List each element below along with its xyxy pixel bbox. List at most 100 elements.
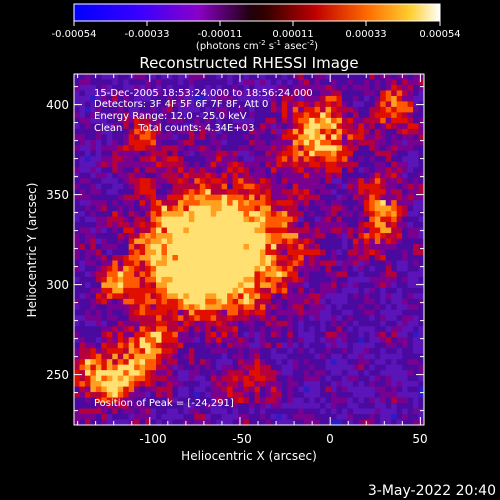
heatmap-cell — [309, 271, 316, 278]
heatmap-cell — [166, 359, 173, 366]
heatmap-cell — [385, 370, 392, 377]
heatmap-cell — [385, 145, 392, 152]
heatmap-cell — [134, 293, 141, 300]
heatmap-cell — [221, 408, 228, 415]
heatmap-cell — [287, 128, 294, 135]
heatmap-cell — [391, 397, 398, 404]
heatmap-cell — [374, 403, 381, 409]
heatmap-cell — [177, 79, 184, 86]
heatmap-cell — [95, 359, 102, 366]
heatmap-cell — [298, 79, 305, 86]
heatmap-cell — [314, 183, 321, 190]
heatmap-cell — [117, 309, 124, 316]
heatmap-cell — [314, 205, 321, 212]
heatmap-cell — [210, 178, 217, 185]
heatmap-cell — [210, 419, 217, 425]
heatmap-cell — [210, 145, 217, 152]
heatmap-cell — [276, 271, 283, 278]
heatmap-cell — [352, 194, 359, 201]
heatmap-cell — [259, 134, 266, 141]
heatmap-cell — [369, 123, 376, 130]
heatmap-cell — [418, 233, 424, 239]
heatmap-cell — [188, 145, 195, 152]
heatmap-cell — [210, 254, 217, 261]
heatmap-cell — [303, 309, 310, 316]
heatmap-cell — [177, 359, 184, 366]
heatmap-cell — [309, 348, 316, 355]
heatmap-cell — [287, 95, 294, 102]
heatmap-cell — [199, 331, 206, 338]
heatmap-cell — [336, 156, 343, 163]
heatmap-cell — [227, 95, 233, 102]
heatmap-cell — [166, 128, 173, 135]
heatmap-cell — [369, 74, 376, 80]
heatmap-cell — [352, 145, 359, 152]
heatmap-cell — [309, 353, 316, 360]
heatmap-cell — [413, 271, 419, 278]
heatmap-cell — [128, 244, 135, 250]
heatmap-cell — [336, 211, 343, 217]
heatmap-cell — [347, 403, 354, 409]
heatmap-cell — [249, 227, 255, 234]
heatmap-cell — [407, 359, 414, 366]
heatmap-cell — [249, 205, 255, 212]
heatmap-cell — [369, 112, 376, 119]
heatmap-cell — [90, 244, 97, 250]
heatmap-cell — [341, 414, 348, 420]
heatmap-cell — [161, 156, 168, 163]
heatmap-cell — [413, 408, 419, 415]
heatmap-cell — [145, 244, 151, 250]
heatmap-cell — [112, 353, 119, 360]
heatmap-cell — [188, 403, 195, 409]
heatmap-cell — [309, 233, 316, 239]
heatmap-cell — [139, 74, 146, 80]
heatmap-cell — [172, 304, 179, 311]
heatmap-cell — [123, 342, 130, 349]
heatmap-cell — [276, 298, 283, 305]
heatmap-cell — [374, 381, 381, 388]
heatmap-cell — [134, 260, 141, 267]
heatmap-cell — [331, 282, 337, 289]
heatmap-cell — [188, 309, 195, 316]
heatmap-cell — [352, 320, 359, 327]
heatmap-cell — [106, 117, 113, 124]
heatmap-cell — [139, 183, 146, 190]
heatmap-cell — [243, 293, 250, 300]
heatmap-cell — [156, 298, 162, 305]
heatmap-cell — [243, 200, 250, 207]
heatmap-cell — [325, 216, 332, 223]
heatmap-cell — [341, 139, 348, 146]
heatmap-cell — [172, 139, 179, 146]
heatmap-cell — [112, 172, 119, 179]
heatmap-cell — [128, 282, 135, 289]
heatmap-cell — [352, 293, 359, 300]
heatmap-cell — [216, 222, 223, 228]
heatmap-cell — [341, 254, 348, 261]
heatmap-cell — [216, 414, 223, 420]
heatmap-cell — [407, 342, 414, 349]
heatmap-cell — [254, 331, 261, 338]
heatmap-cell — [134, 282, 141, 289]
heatmap-cell — [161, 265, 168, 272]
heatmap-cell — [298, 112, 305, 119]
heatmap-cell — [270, 150, 277, 157]
heatmap-cell — [150, 150, 157, 157]
heatmap-cell — [380, 117, 387, 124]
heatmap-cell — [205, 254, 212, 261]
heatmap-cell — [134, 375, 141, 382]
heatmap-cell — [112, 128, 119, 135]
heatmap-cell — [166, 282, 173, 289]
heatmap-cell — [336, 414, 343, 420]
heatmap-cell — [407, 200, 414, 207]
heatmap-cell — [380, 90, 387, 97]
heatmap-cell — [139, 128, 146, 135]
heatmap-cell — [166, 74, 173, 80]
heatmap-cell — [413, 293, 419, 300]
x-tick-label: 50 — [412, 432, 427, 446]
heatmap-cell — [396, 211, 403, 217]
heatmap-cell — [139, 337, 146, 344]
heatmap-cell — [413, 397, 419, 404]
heatmap-cell — [325, 353, 332, 360]
heatmap-cell — [210, 211, 217, 217]
heatmap-cell — [216, 249, 223, 256]
